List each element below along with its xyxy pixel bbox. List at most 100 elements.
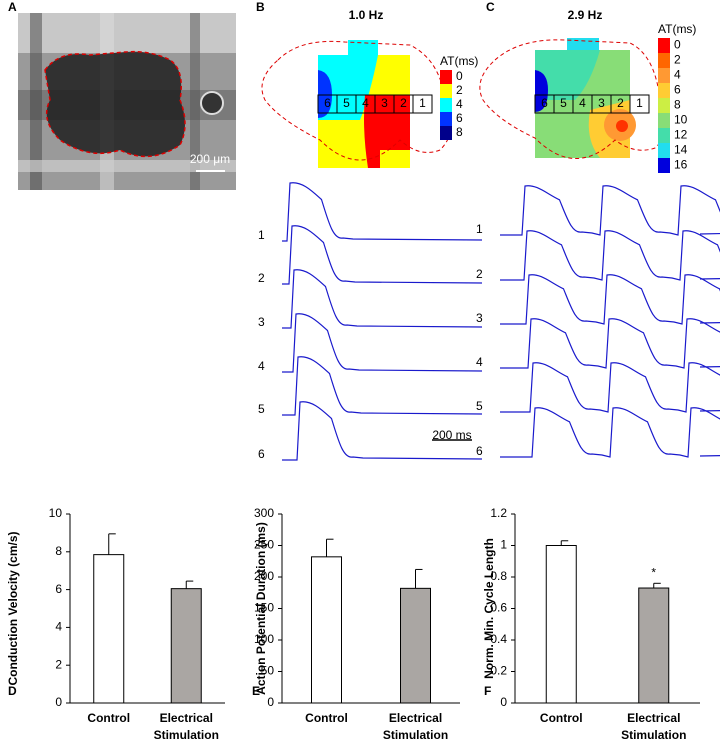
legend-swatch — [658, 143, 670, 158]
legend-label: 16 — [674, 158, 688, 172]
legend-label: 4 — [674, 68, 681, 82]
scale-bar-label: 200 ms — [432, 428, 471, 442]
electrode — [412, 94, 433, 114]
legend-label: 14 — [674, 143, 688, 157]
electrode-label: 4 — [362, 96, 369, 110]
electrode-label: 3 — [598, 96, 605, 110]
activation-map — [261, 40, 452, 168]
y-tick-label: 4 — [55, 620, 62, 634]
voltage-trace — [500, 362, 720, 413]
y-tick-label: 10 — [49, 506, 63, 520]
bar — [311, 556, 342, 704]
panel-letter: C — [486, 0, 495, 14]
legend-swatch — [658, 128, 670, 143]
legend-label: 2 — [674, 53, 681, 67]
voltage-trace — [500, 230, 720, 281]
legend-swatch — [658, 113, 670, 128]
y-tick-label: 200 — [254, 569, 274, 583]
trace-label: 1 — [476, 222, 483, 236]
y-tick-label: 150 — [254, 601, 274, 615]
y-tick-label: 6 — [55, 582, 62, 596]
x-tick-label: Electrical Stimulation — [154, 711, 219, 742]
panel-letter: F — [484, 684, 491, 698]
voltage-trace — [282, 182, 483, 242]
trace-label: 3 — [258, 315, 265, 329]
y-tick-label: 300 — [254, 506, 274, 520]
y-tick-label: 0.4 — [490, 632, 507, 646]
trace-label: 6 — [258, 447, 265, 461]
bar — [545, 545, 577, 704]
panel-letter: D — [8, 684, 17, 698]
trace-label: 2 — [476, 267, 483, 281]
voltage-trace — [500, 318, 720, 369]
y-tick-label: 0.8 — [490, 569, 507, 583]
voltage-trace — [282, 225, 483, 285]
panel-letter: B — [256, 0, 265, 14]
electrode-label: 1 — [419, 96, 426, 110]
legend-label: 0 — [456, 69, 463, 83]
voltage-trace — [500, 274, 720, 325]
trace-label: 5 — [258, 402, 265, 416]
y-tick-label: 50 — [261, 664, 275, 678]
legend-label: 8 — [456, 125, 463, 139]
legend-swatch — [440, 84, 452, 98]
trace-label: 3 — [476, 311, 483, 325]
legend-label: 10 — [674, 113, 688, 127]
panel-title: 2.9 Hz — [568, 8, 603, 22]
y-tick-label: 2 — [55, 657, 62, 671]
x-tick-label: Control — [87, 711, 130, 725]
x-tick-label: Control — [305, 711, 348, 725]
legend-title: AT(ms) — [440, 54, 478, 68]
electrode-label: 4 — [579, 96, 586, 110]
voltage-trace — [282, 313, 483, 373]
legend-swatch — [440, 112, 452, 126]
electrode-label: 6 — [541, 96, 548, 110]
y-tick-label: 250 — [254, 538, 274, 552]
electrode — [629, 94, 650, 114]
electrode-label: 3 — [381, 96, 388, 110]
activation-map — [479, 38, 667, 159]
y-tick-label: 0 — [267, 695, 274, 709]
legend-title: AT(ms) — [658, 22, 696, 36]
voltage-trace — [500, 185, 720, 236]
y-tick-label: 1.2 — [490, 506, 507, 520]
y-axis-label: Action Potential Duration (ms) — [254, 522, 268, 695]
y-tick-label: 1 — [500, 538, 507, 552]
legend-label: 0 — [674, 38, 681, 52]
trace-label: 5 — [476, 399, 483, 413]
trace-label: 2 — [258, 271, 265, 285]
legend-label: 2 — [456, 83, 463, 97]
voltage-trace — [282, 356, 483, 416]
legend-swatch — [658, 53, 670, 68]
bar — [170, 588, 202, 704]
y-axis-label: Conduction Velocity (cm/s) — [6, 531, 20, 685]
voltage-trace — [282, 401, 483, 461]
panel-title: 1.0 Hz — [349, 8, 384, 22]
x-tick-label: Electrical Stimulation — [383, 711, 448, 742]
panel-letter: A — [8, 0, 17, 14]
legend-swatch — [440, 70, 452, 84]
trace-label: 4 — [476, 355, 483, 369]
legend-label: 4 — [456, 97, 463, 111]
bar — [400, 587, 431, 704]
trace-label: 4 — [258, 359, 265, 373]
bar — [638, 587, 670, 704]
electrode-label: 2 — [617, 96, 624, 110]
legend-swatch — [440, 126, 452, 140]
y-tick-label: 0 — [55, 695, 62, 709]
y-tick-label: 0.2 — [490, 664, 507, 678]
legend-label: 8 — [674, 98, 681, 112]
legend-swatch — [658, 158, 670, 173]
x-tick-label: Control — [540, 711, 583, 725]
y-tick-label: 8 — [55, 544, 62, 558]
panel-letter: E — [252, 684, 260, 698]
trace-label: 6 — [476, 444, 483, 458]
electrode-label: 6 — [324, 96, 331, 110]
electrode-label: 1 — [636, 96, 643, 110]
legend-swatch — [658, 98, 670, 113]
legend-swatch — [658, 68, 670, 83]
annotation: * — [651, 565, 656, 579]
bar — [93, 554, 125, 704]
trace-label: 1 — [258, 228, 265, 242]
electrode-label: 5 — [343, 96, 350, 110]
